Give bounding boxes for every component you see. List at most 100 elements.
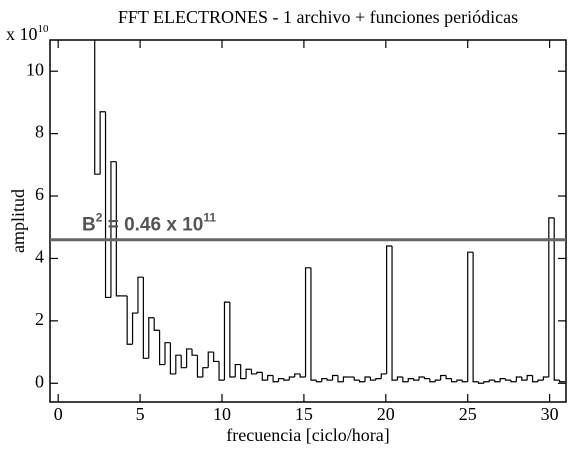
step-bar [153,317,160,331]
reference-label-part: = 0.46 x 10 [102,215,203,236]
reference-label-part: B [82,215,96,236]
x-tick-label: 15 [295,404,313,424]
step-bar [440,374,447,381]
step-bar [299,373,306,378]
step-bar [261,372,268,381]
step-bar [304,267,311,378]
step-bar [380,373,387,379]
step-bar [207,351,214,368]
step-bar [494,380,501,383]
step-bar [110,161,117,298]
step-bar [450,378,457,383]
step-bar [148,317,155,359]
step-bar [229,302,236,378]
x-tick-label: 0 [54,404,63,424]
step-bar [342,376,349,382]
step-bar [99,111,106,175]
step-bar [423,377,430,380]
step-bar [158,330,165,366]
step-bar [315,380,322,383]
step-bar [213,352,220,363]
step-bar [521,377,528,381]
step-bar [115,161,122,297]
step-bar [396,376,403,381]
step-bar [531,375,538,383]
step-bar [375,377,382,381]
reference-label-part: 2 [96,211,103,225]
step-bar [467,251,474,382]
y-tick-label: 2 [35,309,44,329]
reference-label: B2 = 0.46 x 1011 [82,211,216,236]
step-bar [131,312,138,345]
reference-label-part: 11 [203,211,216,225]
step-bar [510,380,517,383]
step-bar [537,379,544,382]
step-bar [477,381,484,384]
step-bar [402,377,409,383]
step-bar [169,342,176,375]
step-bar [488,379,495,382]
y-tick-label: 0 [35,371,44,391]
step-bar [223,301,230,381]
step-bar [353,377,360,381]
x-tick-label: 20 [377,404,395,424]
step-bar [461,380,468,383]
step-bar [472,252,479,383]
step-bar [359,380,366,383]
plot-area [94,40,566,384]
step-bar [456,379,463,382]
step-bar [321,377,328,382]
step-bar [434,379,441,382]
step-bar [331,374,338,381]
step-bar [240,364,247,380]
step-bar [104,111,111,299]
x-axis-label: frecuencia [ciclo/hora] [226,425,389,445]
step-bar [294,373,301,378]
step-bar [196,355,203,378]
step-bar [499,377,506,382]
step-bar [272,375,279,383]
step-bar [218,361,225,381]
x-tick-label: 30 [541,404,559,424]
step-bar [483,381,490,384]
step-bar [175,354,182,374]
step-bar [283,378,290,381]
step-bar [288,376,295,381]
step-bar [542,376,549,381]
step-bar [526,374,533,381]
step-bar [250,369,257,375]
step-bar [559,380,566,383]
step-bar [267,374,274,381]
y-multiplier: x 1010 [6,23,49,45]
step-bar [234,363,241,378]
y-axis-label: amplitud [8,189,28,253]
step-bar [445,375,452,380]
step-bar [429,378,436,383]
step-bar [245,368,252,379]
y-tick-label: 4 [35,247,44,267]
step-bar [364,376,371,382]
step-bar [164,342,171,365]
step-bar [310,267,317,381]
step-bar [418,376,425,381]
step-bar [553,217,560,381]
step-bar [407,377,414,382]
step-bar [142,277,149,359]
step-bar [126,295,133,345]
plot-frame [49,39,567,403]
step-bar [386,245,393,374]
step-bar [94,40,101,175]
step-bar [180,355,187,369]
x-tick-label: 10 [213,404,231,424]
step-bar [186,348,193,368]
x-tick-label: 5 [136,404,145,424]
step-bar [337,375,344,383]
step-bar [326,378,333,381]
step-bar [277,377,284,382]
step-bar [504,378,511,381]
y-tick-label: 10 [26,59,44,79]
step-bar [191,348,198,356]
y-tick-label: 8 [35,122,44,142]
step-bar [548,217,555,378]
